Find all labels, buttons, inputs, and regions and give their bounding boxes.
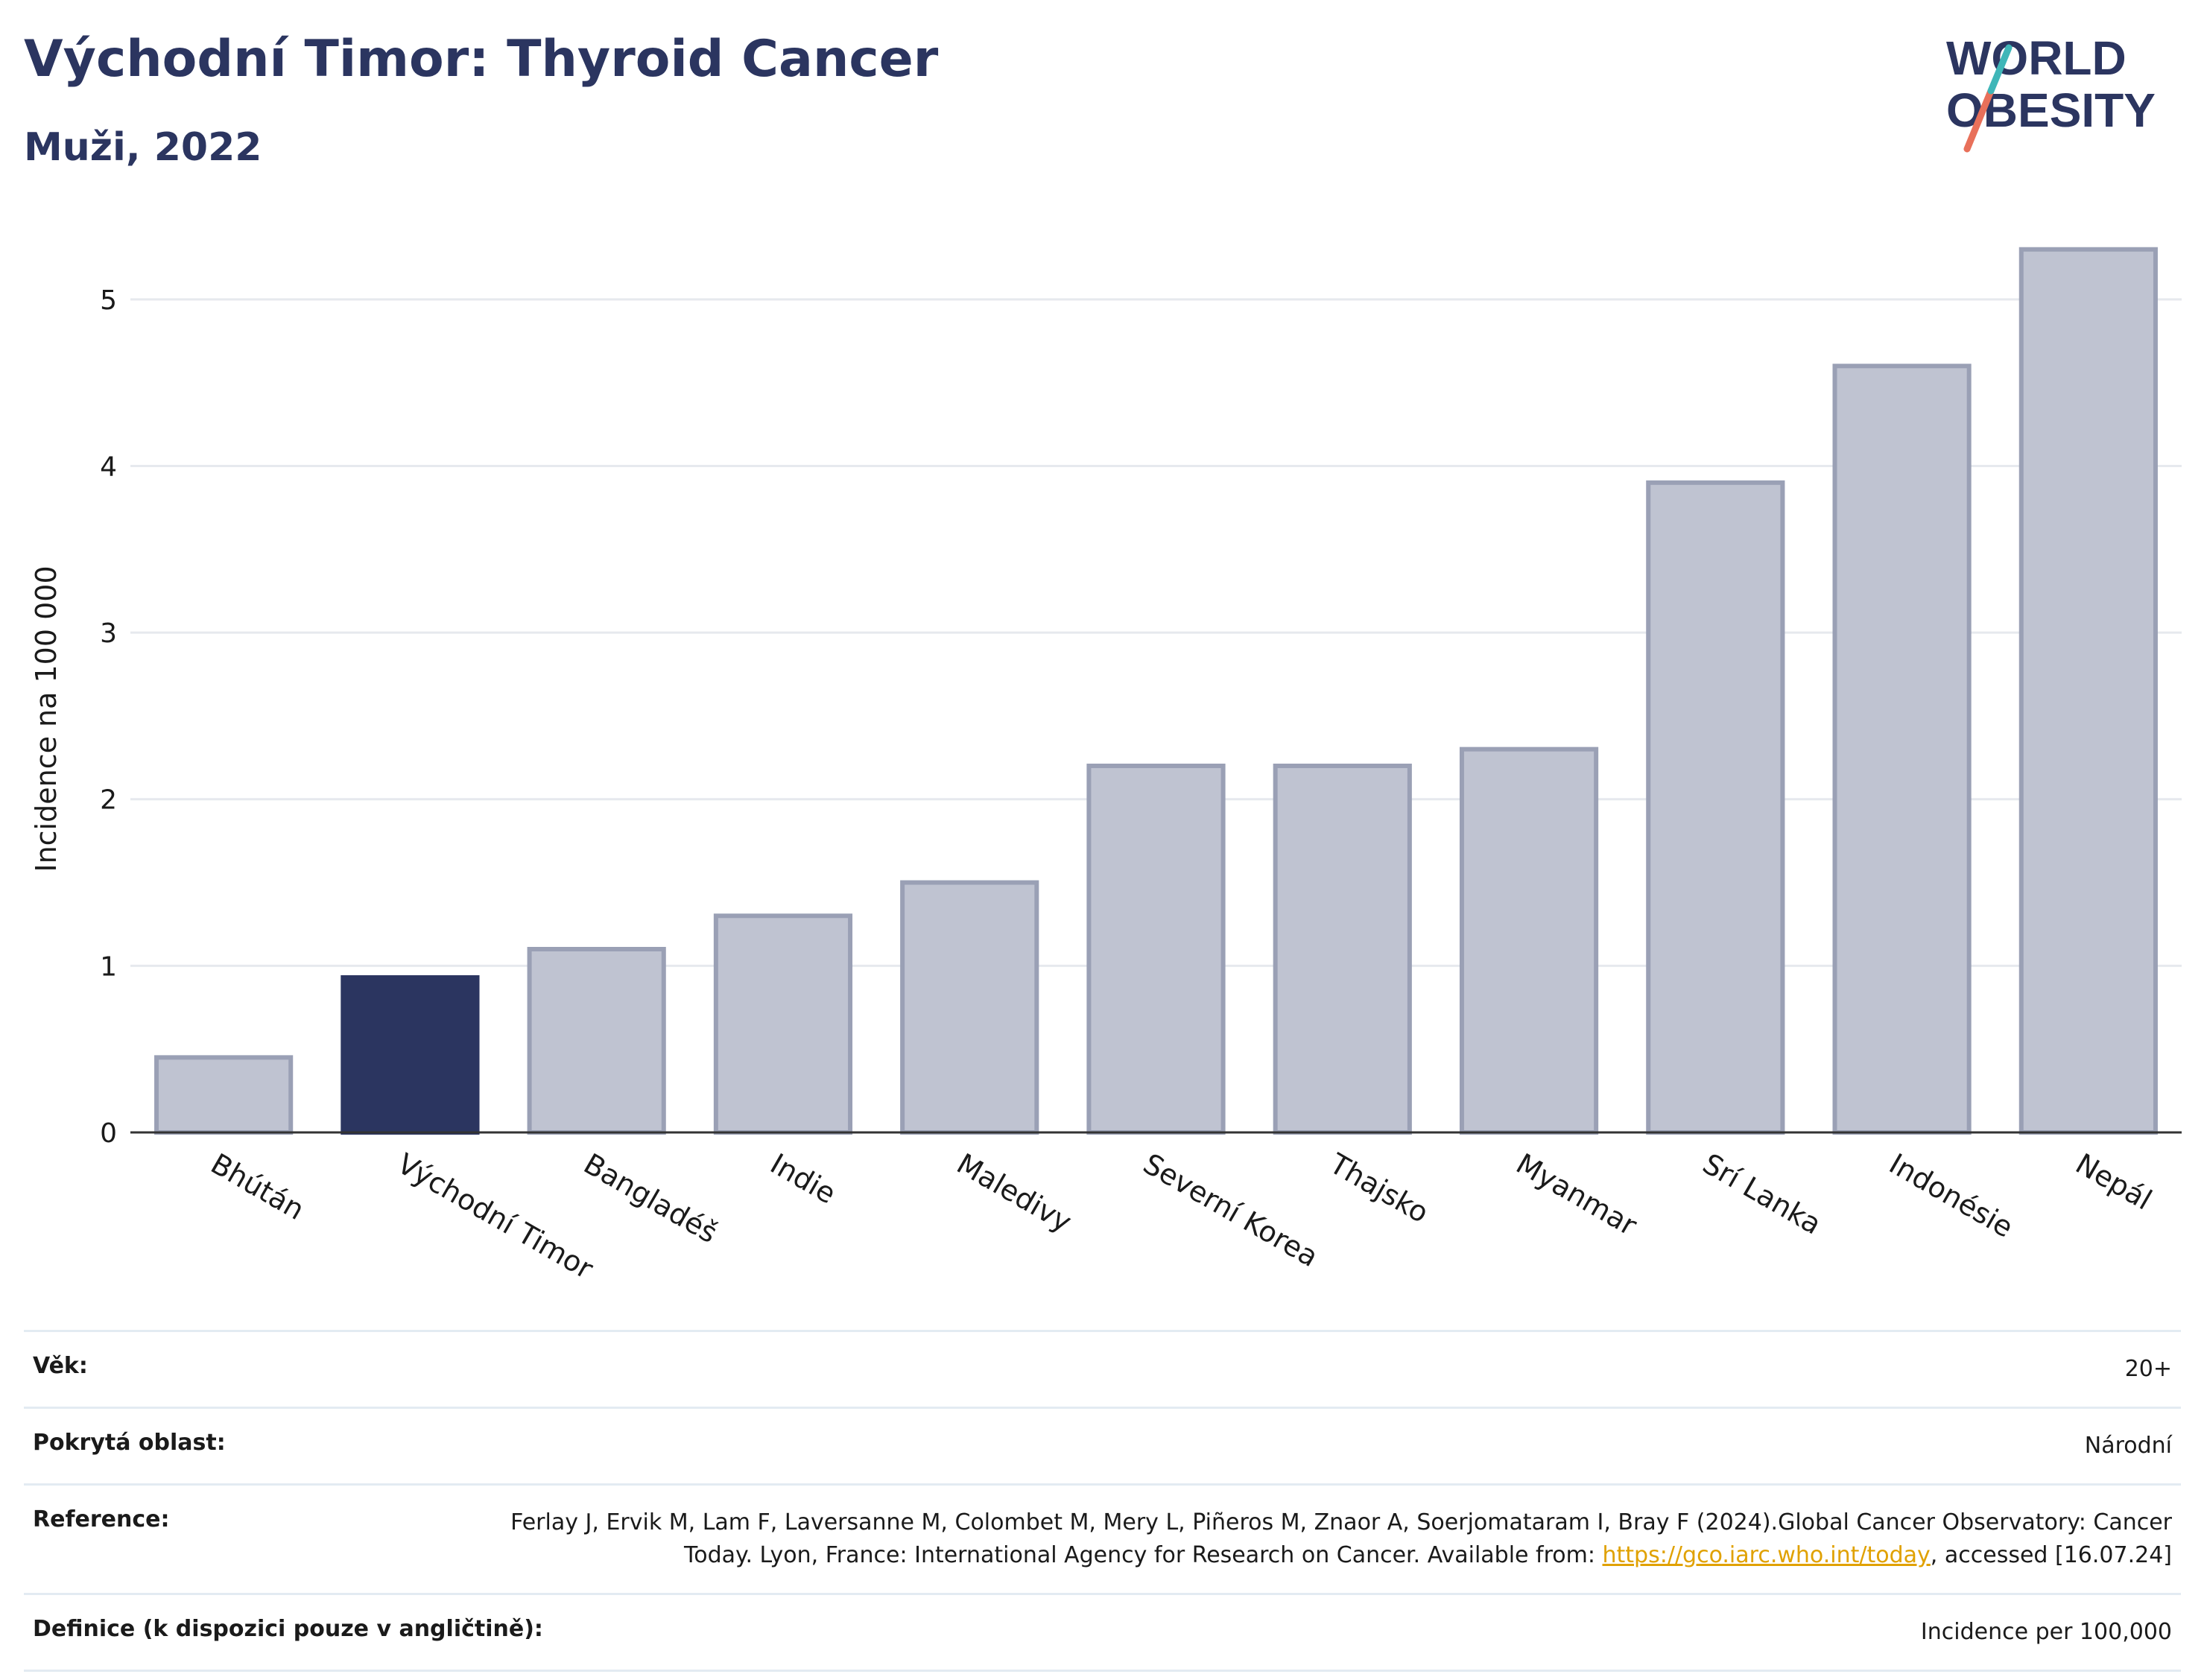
info-key: Věk: — [33, 1353, 88, 1379]
info-key: Definice (k dispozici pouze v angličtině… — [33, 1616, 543, 1642]
x-tick-label: Východní Timor — [392, 1147, 599, 1286]
x-tick-label: Maledivy — [951, 1147, 1077, 1239]
logo-slash-teal — [1987, 44, 2013, 95]
bar-3 — [527, 947, 666, 1135]
x-tick-label: Indie — [764, 1147, 841, 1211]
bar-11 — [2018, 247, 2158, 1135]
y-tick-label: 5 — [100, 285, 117, 316]
y-tick-label: 3 — [100, 618, 117, 649]
y-axis-label: Incidence na 100 000 — [30, 565, 63, 872]
reference-text: Ferlay J, Ervik M, Lam F, Laversanne M, … — [510, 1509, 2172, 1568]
info-row-reference: Reference: Ferlay J, Ervik M, Lam F, Lav… — [24, 1483, 2181, 1593]
y-tick-labels: 0 1 2 3 4 5 — [100, 285, 117, 1149]
x-tick-label: Bangladéš — [578, 1147, 723, 1249]
x-tick-label: Indonésie — [1884, 1147, 2018, 1244]
x-tick-label: Srí Lanka — [1697, 1147, 1827, 1241]
info-value: Ferlay J, Ervik M, Lam F, Laversanne M, … — [458, 1506, 2172, 1572]
info-key: Reference: — [33, 1506, 170, 1532]
bar-6 — [1086, 764, 1226, 1135]
world-obesity-logo: WORLD OBESITY — [1946, 31, 2156, 153]
bar-4 — [713, 913, 853, 1135]
bar-5 — [900, 880, 1039, 1135]
info-row-area: Pokrytá oblast: Národní — [24, 1407, 2181, 1483]
x-tick-label: Severní Korea — [1138, 1147, 1324, 1273]
page-title: Východní Timor: Thyroid Cancer — [24, 30, 939, 89]
info-row-age: Věk: 20+ — [24, 1330, 2181, 1407]
bars — [154, 247, 2158, 1135]
info-value: 20+ — [2124, 1356, 2172, 1382]
bar-9 — [1646, 480, 1785, 1135]
x-tick-label: Myanmar — [1511, 1147, 1643, 1243]
logo-line1: WORLD — [1946, 31, 2127, 85]
y-tick-label: 0 — [100, 1118, 117, 1149]
page-subtitle: Muži, 2022 — [24, 125, 262, 170]
x-tick-label: Nepál — [2070, 1147, 2157, 1217]
reference-link[interactable]: https://gco.iarc.who.int/today — [1602, 1542, 1931, 1568]
bar-2 — [341, 975, 480, 1135]
x-tick-label: Bhútán — [206, 1147, 310, 1226]
bar-8 — [1459, 747, 1599, 1135]
reference-accessed: , accessed [16.07.24] — [1930, 1542, 2172, 1568]
info-value: Národní — [2084, 1433, 2172, 1459]
info-key: Pokrytá oblast: — [33, 1430, 226, 1456]
info-value: Incidence per 100,000 — [1920, 1619, 2172, 1645]
bar-1 — [154, 1055, 294, 1135]
y-tick-label: 1 — [100, 951, 117, 982]
y-tick-label: 2 — [100, 785, 117, 816]
logo-slash-coral — [1963, 87, 1995, 153]
x-tick-label: Thajsko — [1323, 1147, 1434, 1229]
bar-7 — [1273, 764, 1412, 1135]
info-row-definition: Definice (k dispozici pouze v angličtině… — [24, 1593, 2181, 1672]
bar-10 — [1832, 364, 1972, 1135]
y-tick-label: 4 — [100, 451, 117, 482]
info-table: Věk: 20+ Pokrytá oblast: Národní Referen… — [24, 1330, 2181, 1672]
